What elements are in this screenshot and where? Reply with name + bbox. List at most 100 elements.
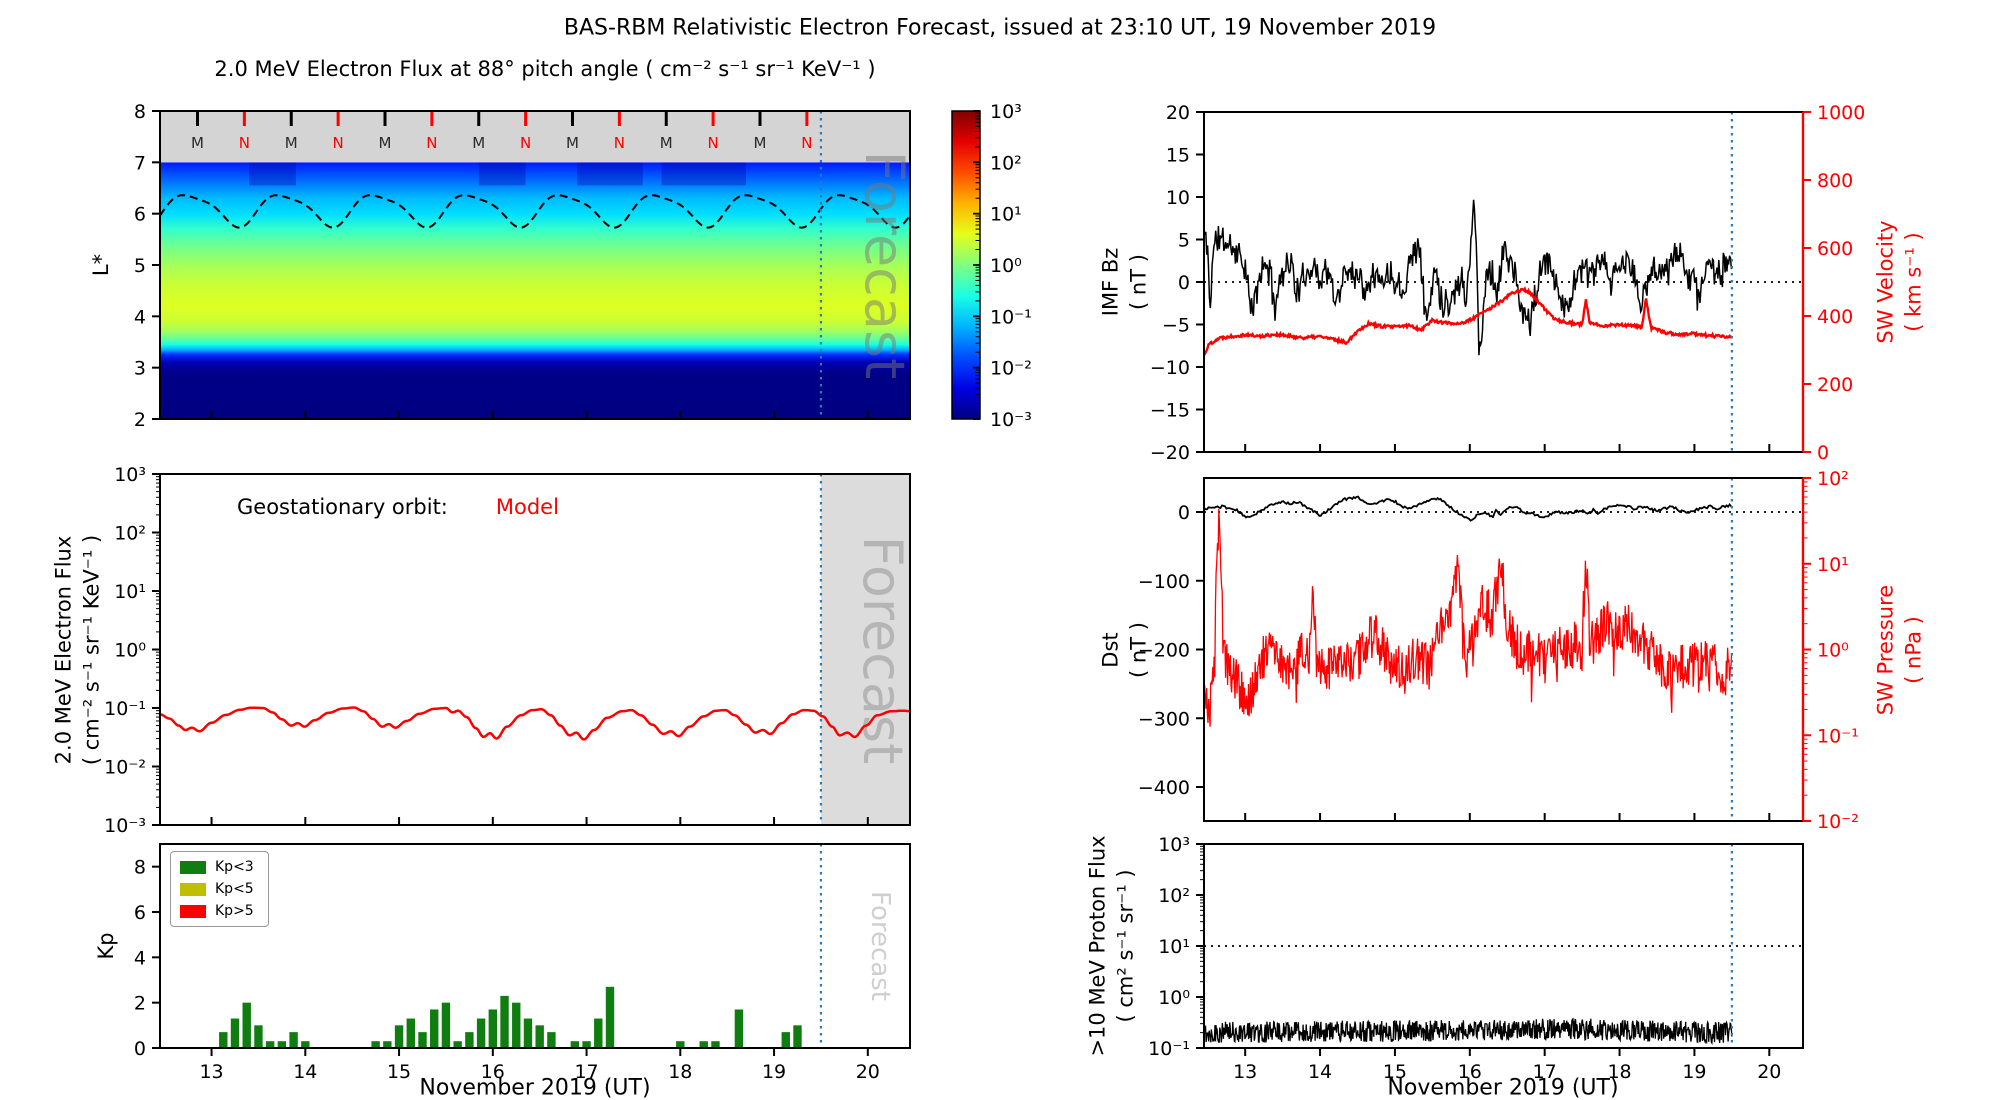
tick-label: 3 bbox=[134, 358, 146, 380]
noon-midnight-label: N bbox=[520, 134, 531, 152]
colorbar-tick-label: 10⁻¹ bbox=[990, 306, 1032, 328]
forecast-shade bbox=[820, 474, 910, 825]
kp-lt5-label: Kp<5 bbox=[215, 881, 254, 897]
tick-label: 20 bbox=[1757, 1061, 1781, 1083]
proton-flux-curve bbox=[1203, 1017, 1733, 1045]
tick-label: 400 bbox=[1817, 306, 1853, 328]
kp-bar bbox=[711, 1041, 720, 1048]
tick-label: −200 bbox=[1138, 640, 1190, 662]
kp-bar bbox=[394, 1025, 404, 1048]
tick-label: 10⁻¹ bbox=[1148, 1038, 1190, 1060]
kp-bar bbox=[465, 1032, 474, 1048]
kp-bar bbox=[488, 1009, 498, 1048]
noon-midnight-label: N bbox=[708, 134, 719, 152]
tick-label: 20 bbox=[1166, 102, 1190, 124]
kp-bar bbox=[476, 1018, 486, 1048]
proton-flux-axis-label: >10 MeV Proton Flux ( cm² s⁻¹ sr⁻¹ ) bbox=[1085, 835, 1138, 1057]
tick-label: 19 bbox=[762, 1061, 786, 1083]
tick-label: −20 bbox=[1150, 442, 1190, 464]
kp-legend-item: Kp<5 bbox=[180, 881, 254, 897]
kp-bar bbox=[582, 1041, 591, 1048]
heatmap-dark-streak bbox=[577, 162, 643, 186]
kp-bar bbox=[371, 1041, 380, 1048]
tick-label: 10² bbox=[114, 523, 146, 545]
heatmap-dark-streak bbox=[661, 162, 746, 186]
heatmap-top-band bbox=[160, 111, 910, 163]
tick-label: 10⁻³ bbox=[104, 815, 146, 837]
tick-label: 0 bbox=[134, 1038, 146, 1060]
imf-bz-axis-label: IMF Bz ( nT ) bbox=[1098, 247, 1151, 317]
tick-label: 10³ bbox=[114, 464, 146, 486]
tick-label: 13 bbox=[199, 1061, 223, 1083]
colorbar-tick-label: 10³ bbox=[990, 101, 1022, 123]
kp-frame bbox=[159, 843, 911, 1049]
tick-label: 10⁻¹ bbox=[1817, 725, 1859, 747]
tick-label: −300 bbox=[1138, 708, 1190, 730]
tick-label: 4 bbox=[134, 947, 146, 969]
kp-bar bbox=[301, 1041, 310, 1048]
kp-bar bbox=[277, 1041, 287, 1048]
noon-midnight-label: N bbox=[801, 134, 812, 152]
kp-bar bbox=[500, 995, 509, 1048]
noon-midnight-label: M bbox=[566, 134, 579, 152]
tick-label: 0 bbox=[1178, 272, 1190, 294]
kp-bar bbox=[781, 1032, 790, 1048]
heatmap-image bbox=[160, 162, 910, 420]
tick-label: −10 bbox=[1150, 357, 1190, 379]
tick-label: −100 bbox=[1138, 571, 1190, 593]
noon-midnight-label: M bbox=[472, 134, 485, 152]
sw-pressure-axis-label: SW Pressure ( nPa ) bbox=[1873, 584, 1926, 716]
kp-bar bbox=[535, 1025, 544, 1048]
kp-legend-item: Kp<3 bbox=[180, 859, 254, 875]
heatmap-dark-streak bbox=[249, 162, 296, 186]
kp-bar bbox=[570, 1041, 580, 1048]
tick-label: 800 bbox=[1817, 170, 1853, 192]
kp-bar bbox=[547, 1032, 556, 1048]
kp-gt5-label: Kp>5 bbox=[215, 903, 254, 919]
tick-label: 10¹ bbox=[1158, 936, 1190, 958]
tick-label: 17 bbox=[1533, 1061, 1557, 1083]
kp-bar bbox=[265, 1041, 275, 1048]
tick-label: 6 bbox=[134, 204, 146, 226]
tick-label: 10 bbox=[1166, 187, 1190, 209]
forecast-watermark: Forecast bbox=[853, 151, 916, 380]
tick-label: 1000 bbox=[1817, 102, 1865, 124]
tick-label: 18 bbox=[1607, 1061, 1631, 1083]
sw-velocity-axis-label: SW Velocity ( km s⁻¹ ) bbox=[1873, 220, 1926, 344]
sw-pressure-curve bbox=[1203, 508, 1733, 727]
colorbar-tick-label: 10² bbox=[990, 152, 1022, 174]
kp-bar bbox=[242, 1002, 251, 1048]
x-axis-label-right: November 2019 (UT) bbox=[1387, 1075, 1619, 1100]
tick-label: 10⁻¹ bbox=[104, 698, 146, 720]
kp-bar bbox=[512, 1002, 521, 1048]
geo-orbit-legend: Geostationary orbit: Model bbox=[237, 495, 559, 519]
colorbar-tick-label: 10⁻² bbox=[990, 358, 1032, 380]
tick-label: 16 bbox=[481, 1061, 505, 1083]
noon-midnight-label: M bbox=[285, 134, 298, 152]
sw-velocity-curve bbox=[1203, 286, 1733, 356]
kp-bar bbox=[793, 1025, 802, 1048]
kp-bar bbox=[676, 1041, 685, 1048]
kp-bar bbox=[289, 1032, 298, 1048]
kp-bar bbox=[219, 1032, 228, 1048]
kp-bar bbox=[453, 1041, 462, 1048]
tick-label: 15 bbox=[1383, 1061, 1407, 1083]
kp-bar bbox=[699, 1041, 708, 1048]
tick-label: 7 bbox=[134, 152, 146, 174]
lstar-axis-label: L* bbox=[88, 253, 113, 277]
noon-midnight-label: N bbox=[426, 134, 437, 152]
tick-label: 8 bbox=[134, 101, 146, 123]
tick-label: 13 bbox=[1233, 1061, 1257, 1083]
kp-bar bbox=[734, 1009, 744, 1048]
noon-midnight-label: M bbox=[660, 134, 673, 152]
colorbar-tick-label: 10⁰ bbox=[990, 255, 1022, 277]
kp-bar bbox=[523, 1018, 533, 1048]
noon-midnight-label: N bbox=[239, 134, 250, 152]
noon-midnight-label: N bbox=[333, 134, 344, 152]
tick-label: 10² bbox=[1817, 468, 1849, 490]
forecast-watermark: Forecast bbox=[865, 891, 895, 1001]
tick-label: 8 bbox=[134, 857, 146, 879]
kp-bar bbox=[383, 1041, 392, 1048]
